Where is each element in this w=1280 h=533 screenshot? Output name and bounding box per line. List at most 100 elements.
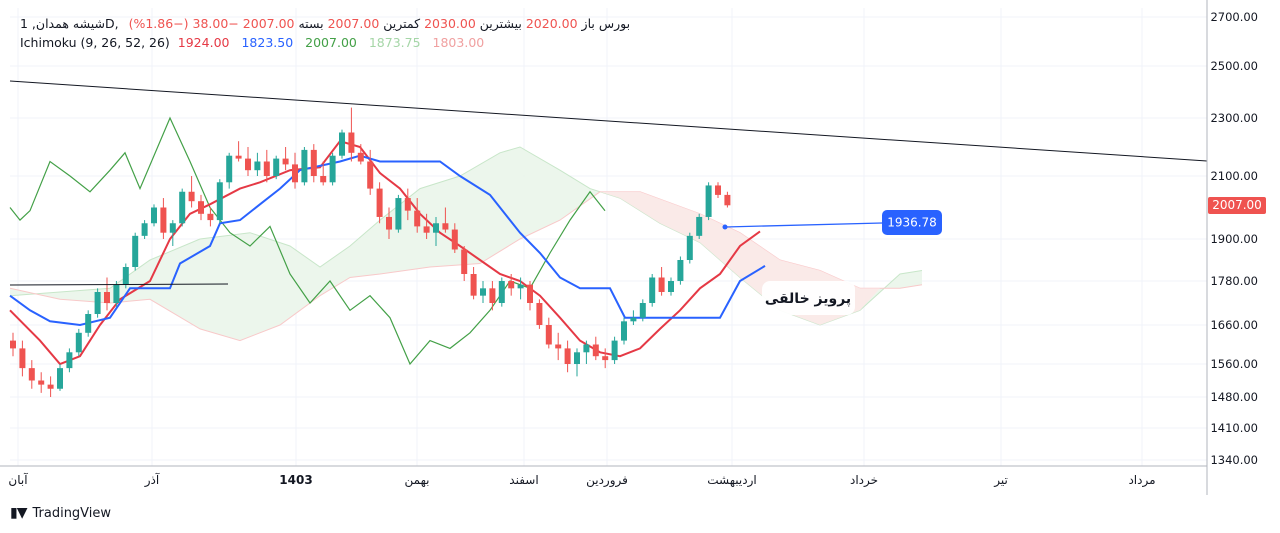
candle-body (480, 288, 486, 296)
tradingview-logo[interactable]: ▮▼ TradingView (10, 505, 111, 521)
candle-body (132, 235, 139, 267)
candle-body (151, 207, 157, 224)
candle-body (423, 226, 430, 233)
symbol-info: شیشه همدان, 1D, بورس (20, 16, 631, 31)
candle-body (461, 249, 468, 274)
candle-body (263, 161, 270, 176)
kijun-value: 1823.50 (241, 35, 294, 50)
candle-body (348, 132, 355, 153)
candle-body (292, 164, 298, 183)
annotation-price-label: 1936.78 (887, 216, 937, 230)
candle-body (320, 176, 327, 183)
user-drawings[interactable] (9, 80, 1208, 286)
candle-body (489, 288, 496, 303)
candle-body (498, 281, 505, 303)
candle-body (169, 223, 176, 233)
candle-body (226, 155, 233, 183)
candle-body (301, 149, 308, 183)
candle-body (160, 207, 167, 233)
last-price-badge (1208, 197, 1266, 214)
x-tick-label: بهمن (405, 473, 430, 488)
candle-body (94, 292, 101, 314)
candle-body (188, 191, 195, 202)
candle-body (433, 223, 439, 233)
axes (0, 0, 1208, 495)
candle-body (451, 229, 458, 250)
candle-body (536, 303, 543, 325)
y-tick-label: 2100.00 (1210, 169, 1258, 183)
close-label: بسته (298, 16, 324, 31)
long-trendline (9, 80, 1208, 162)
y-axis-ticks: 2700.00 2500.00 2300.00 2100.00 1900.00 1780.… (1210, 10, 1258, 467)
candle-body (658, 277, 665, 292)
annotation-note-text: پرویز خالقی (765, 291, 851, 307)
candle-body (724, 194, 731, 206)
candle-body (273, 158, 280, 176)
x-tick-label: اردیبهشت (707, 473, 756, 488)
cloud-fill (10, 147, 922, 341)
candle-body (235, 155, 242, 159)
tradingview-logo-icon: ▮▼ (10, 505, 28, 521)
candle-body (564, 348, 571, 364)
candle-body (602, 356, 609, 361)
x-tick-label: آبان (8, 472, 28, 487)
candle-body (10, 340, 16, 349)
candle-body (555, 344, 562, 349)
candle-body (696, 216, 703, 236)
low-value: 2007.00 (327, 16, 380, 31)
last-price-label: 2007.00 (1212, 198, 1262, 212)
candle-body (28, 368, 35, 381)
y-tick-label: 1660.00 (1210, 318, 1258, 332)
open-value: 2020.00 (525, 16, 578, 31)
candle-body (367, 161, 374, 189)
candle-body (57, 368, 63, 389)
grid (10, 8, 1207, 466)
low-label: کمترین (383, 16, 421, 31)
candle-body (38, 380, 45, 385)
candle-body (442, 223, 449, 230)
candle-body (282, 158, 289, 165)
kijun-line (9, 154, 766, 327)
candle-body (517, 284, 524, 289)
candle-body (611, 340, 618, 361)
candle-body (677, 260, 684, 281)
close-value: 2007.00 (242, 16, 295, 31)
candle-body (621, 321, 627, 341)
annotation-note-box[interactable] (762, 281, 855, 315)
x-tick-label: خرداد (850, 473, 878, 488)
candle-body (639, 303, 646, 318)
candle-body (122, 267, 129, 285)
candle-body (66, 352, 73, 369)
candle-body (310, 149, 317, 176)
y-tick-label: 1410.00 (1210, 421, 1258, 435)
candles (10, 107, 731, 397)
candle-body (339, 132, 345, 156)
y-tick-label: 1900.00 (1210, 232, 1258, 246)
annotation-price-badge[interactable] (882, 210, 942, 235)
indicator-name: Ichimoku (9, 26, 52, 26) (20, 35, 170, 50)
candle-body (47, 384, 54, 389)
span-b-value: 1803.00 (432, 35, 485, 50)
candle-body (104, 292, 110, 303)
y-tick-label: 2300.00 (1210, 111, 1258, 125)
candle-body (630, 317, 637, 322)
change-value: −38.00 (−1.86%) (128, 16, 239, 31)
candle-body (668, 281, 674, 292)
candle-body (470, 274, 477, 296)
candle-body (113, 284, 120, 303)
annotation-ray (724, 222, 883, 228)
tradingview-brand: TradingView (32, 505, 112, 521)
candle-body (376, 188, 383, 217)
candle-body (254, 161, 261, 171)
overlays: 2007.00 1936.78 پرویز خالقی (762, 197, 1266, 315)
chikou-value: 2007.00 (305, 35, 357, 50)
candle-body (198, 201, 204, 214)
price-legend: شیشه همدان, 1D, بورس باز 2020.00 بیشترین… (20, 16, 630, 31)
y-tick-label: 2700.00 (1210, 10, 1258, 24)
x-tick-label: فروردین (586, 473, 628, 488)
y-tick-label: 1340.00 (1210, 453, 1258, 467)
x-axis-ticks: آبان آذر 1403 بهمن اسفند فروردین اردیبهشت خرداد… (8, 472, 1155, 488)
candle-body (404, 198, 411, 211)
annotation-anchor-point (722, 224, 728, 230)
